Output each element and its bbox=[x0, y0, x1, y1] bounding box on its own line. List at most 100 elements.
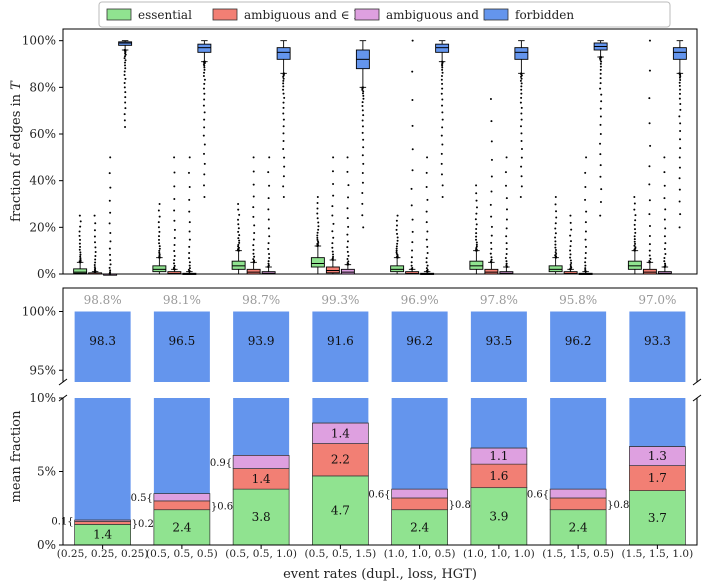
outlier-point bbox=[664, 242, 667, 245]
outlier-point bbox=[173, 266, 176, 269]
outlier-point bbox=[555, 210, 558, 213]
outlier-point bbox=[441, 66, 444, 69]
bar-amb_in bbox=[629, 465, 686, 491]
outlier-point bbox=[411, 169, 414, 172]
outlier-point bbox=[94, 258, 97, 261]
outlier-point bbox=[648, 69, 651, 72]
outlier-point bbox=[252, 170, 255, 173]
outlier-point bbox=[108, 172, 111, 175]
outlier-point bbox=[173, 243, 176, 246]
outlier-point bbox=[108, 222, 111, 225]
outlier-point bbox=[203, 111, 206, 114]
outlier-point bbox=[203, 82, 206, 85]
y-tick-label: 20% bbox=[29, 220, 56, 234]
outlier-point bbox=[569, 221, 572, 224]
outlier-point bbox=[93, 264, 96, 267]
outlier-point bbox=[203, 64, 206, 67]
forbidden-value-label: 91.6 bbox=[327, 334, 354, 348]
outlier-point bbox=[123, 74, 126, 77]
outlier-point bbox=[649, 144, 652, 147]
outlier-point bbox=[520, 156, 523, 159]
outlier-point bbox=[520, 112, 523, 115]
amb-in-value-label: 1.7 bbox=[648, 471, 667, 485]
outlier-point bbox=[554, 243, 557, 246]
box-body bbox=[548, 265, 563, 273]
outlier-point bbox=[490, 234, 493, 237]
amb-not-value-label: 0.1{ bbox=[51, 517, 73, 528]
stacked-bar-5: 3.9 1.6 1.1 (1.0, 1.0, 1.0) bbox=[463, 398, 535, 560]
outlier-point bbox=[490, 256, 493, 259]
outlier-point bbox=[108, 266, 111, 269]
outlier-point bbox=[663, 248, 666, 251]
forbidden-value-label: 98.3 bbox=[89, 334, 116, 348]
outlier-point bbox=[505, 235, 508, 238]
outlier-point bbox=[238, 234, 241, 237]
outlier-point bbox=[599, 133, 602, 136]
outlier-point bbox=[331, 253, 334, 256]
outlier-point bbox=[520, 82, 523, 85]
outlier-point bbox=[426, 251, 429, 254]
outlier-point bbox=[188, 251, 191, 254]
outlier-point bbox=[316, 231, 319, 234]
box-essential-4 bbox=[390, 214, 405, 275]
outlier-point bbox=[490, 120, 493, 123]
legend-label: ambiguous and ∉ H bbox=[386, 8, 506, 22]
outlier-point bbox=[520, 96, 523, 99]
bar-amb_in bbox=[391, 497, 448, 511]
box-amb_in-3 bbox=[325, 156, 340, 275]
outlier-point bbox=[411, 98, 414, 101]
outlier-point bbox=[664, 227, 667, 230]
outlier-point bbox=[283, 165, 286, 168]
outlier-point bbox=[252, 238, 255, 241]
outlier-point bbox=[441, 63, 444, 66]
bar-forbidden-upper bbox=[233, 311, 290, 382]
amb-in-value-label: 1.4 bbox=[252, 472, 271, 486]
outlier-point bbox=[410, 204, 413, 207]
forbidden-value-label: 96.2 bbox=[406, 334, 433, 348]
outlier-point bbox=[237, 218, 240, 221]
outlier-point bbox=[157, 226, 160, 229]
outlier-point bbox=[237, 227, 240, 230]
outlier-point bbox=[634, 242, 637, 245]
y-tick-label: 10% bbox=[29, 391, 56, 405]
outlier-point bbox=[678, 84, 681, 87]
outlier-point bbox=[316, 212, 319, 215]
outlier-point bbox=[237, 223, 240, 226]
outlier-point bbox=[123, 61, 126, 64]
outlier-point bbox=[633, 240, 636, 243]
outlier-point bbox=[678, 226, 681, 229]
outlier-point bbox=[187, 171, 190, 174]
outlier-point bbox=[157, 209, 160, 212]
stacked-bar-0: 1.4}0.2 0.1{(0.25, 0.25, 0.25) bbox=[51, 398, 154, 560]
outlier-point bbox=[158, 253, 161, 256]
outlier-point bbox=[425, 267, 428, 270]
outlier-point bbox=[94, 246, 97, 249]
box-amb_not-0 bbox=[103, 156, 118, 276]
outlier-point bbox=[441, 98, 444, 101]
outlier-point bbox=[316, 207, 319, 210]
x-category-label: (0.25, 0.25, 0.25) bbox=[57, 548, 149, 560]
outlier-point bbox=[648, 249, 651, 252]
outlier-point bbox=[123, 81, 126, 84]
outlier-point bbox=[202, 184, 205, 187]
box-amb_not-3 bbox=[340, 156, 355, 275]
y-tick-label: 100% bbox=[22, 34, 56, 48]
outlier-point bbox=[188, 221, 191, 224]
outlier-point bbox=[426, 198, 429, 201]
outlier-point bbox=[599, 68, 602, 71]
outlier-point bbox=[188, 156, 191, 159]
outlier-point bbox=[505, 252, 508, 255]
outlier-point bbox=[441, 68, 444, 71]
outlier-point bbox=[426, 245, 429, 248]
outlier-point bbox=[475, 245, 478, 248]
outlier-point bbox=[188, 267, 191, 270]
outlier-point bbox=[599, 175, 602, 178]
outlier-point bbox=[663, 171, 666, 174]
box-amb_in-6 bbox=[563, 214, 578, 275]
outlier-point bbox=[94, 222, 97, 225]
outlier-point bbox=[648, 39, 651, 42]
outlier-point bbox=[584, 245, 587, 248]
bar-amb_in bbox=[74, 521, 131, 525]
outlier-point bbox=[678, 166, 681, 169]
outlier-point bbox=[361, 109, 364, 112]
